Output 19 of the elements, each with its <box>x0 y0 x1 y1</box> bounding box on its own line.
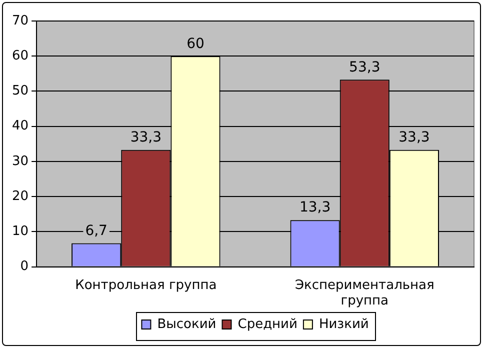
data-label: 6,7 <box>85 222 108 239</box>
y-tick-label: 30 <box>12 154 29 169</box>
x-tick-label: Контрольная группа <box>75 278 217 293</box>
data-label: 33,3 <box>130 130 162 146</box>
y-tick-label: 40 <box>12 118 29 134</box>
y-tick-label: 60 <box>12 48 29 64</box>
y-tick-label: 0 <box>20 259 29 274</box>
legend-label: Низкий <box>318 316 369 332</box>
data-label: 33,3 <box>398 130 430 146</box>
y-tick-label: 20 <box>12 188 29 204</box>
data-label: 13,3 <box>299 200 331 216</box>
legend-label: Средний <box>238 316 298 332</box>
x-tick-label: Экспериментальная группа <box>294 278 434 309</box>
y-tick-label: 70 <box>12 13 29 28</box>
data-label: 53,3 <box>349 59 380 76</box>
y-tick-label: 10 <box>12 224 29 240</box>
y-tick-label: 50 <box>12 84 29 99</box>
legend-label: Высокий <box>157 316 216 332</box>
data-label: 60 <box>186 36 204 52</box>
